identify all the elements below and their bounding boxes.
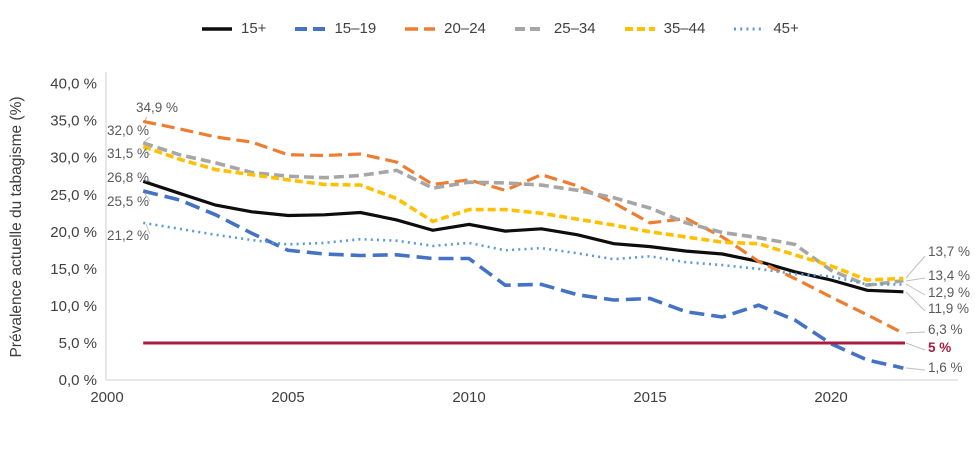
- y-axis-title: Prévalence actuelle du tabagisme (%): [8, 96, 25, 357]
- legend-item-45plus: 45+: [734, 20, 799, 37]
- series-line-35-44: [142, 144, 904, 282]
- series-line-20-24: [142, 119, 905, 335]
- leader-line: [143, 136, 151, 143]
- series-line-15-19: [142, 189, 904, 370]
- legend-swatch-25-34: [514, 26, 545, 31]
- start-value-label-20-24: 34,9 %: [136, 100, 178, 115]
- end-value-label-20-24: 6,3 %: [928, 322, 963, 337]
- y-tick-20: 20,0 %: [50, 224, 97, 241]
- y-tick-35: 35,0 %: [50, 113, 97, 130]
- legend-label-45plus: 45+: [773, 20, 799, 37]
- leader-line: [143, 191, 151, 202]
- axis-and-annotation-labels: 0,0 % 5,0 % 10,0 % 15,0 % 20,0 % 25,0 % 30,0 %…: [50, 76, 970, 406]
- y-tick-5: 5,0 %: [59, 335, 97, 352]
- end-value-label-15plus: 11,9 %: [928, 301, 969, 316]
- leader-line: [905, 291, 926, 312]
- start-value-label-45plus: 21,2 %: [107, 228, 149, 243]
- legend-item-15plus: 15+: [202, 20, 266, 37]
- legend-item-20-24: 20–24: [405, 20, 486, 37]
- leader-line: [905, 342, 926, 351]
- axes: [105, 72, 958, 381]
- legend-item-15-19: 15–19: [295, 20, 376, 37]
- x-tick-2010: 2010: [452, 389, 485, 406]
- x-tick-2000: 2000: [90, 389, 123, 406]
- series-line-45plus: [142, 221, 904, 286]
- leader-line: [905, 367, 926, 371]
- y-tick-0: 0,0 %: [59, 372, 97, 389]
- annotation-leader-lines: [143, 116, 926, 371]
- x-tick-2005: 2005: [271, 389, 304, 406]
- start-value-label-15plus: 26,8 %: [107, 170, 149, 185]
- start-value-label-15-19: 25,5 %: [107, 194, 149, 209]
- leader-line: [905, 331, 926, 334]
- x-tick-2015: 2015: [633, 389, 666, 406]
- legend-item-35-44: 35–44: [624, 20, 706, 37]
- end-value-label-15-19: 1,6 %: [928, 360, 963, 375]
- series-lines: [142, 119, 905, 370]
- chart-legend: 15+ 15–19 20–24 25–34 35–44 45+: [202, 20, 828, 37]
- series-line-15plus: [142, 179, 904, 294]
- legend-swatch-15plus: [202, 26, 232, 31]
- end-value-label-35-44: 13,7 %: [928, 244, 970, 259]
- x-tick-2020: 2020: [814, 389, 847, 406]
- legend-label-20-24: 20–24: [444, 20, 486, 37]
- legend-swatch-35-44: [624, 26, 655, 31]
- legend-swatch-20-24: [405, 26, 436, 31]
- legend-swatch-45plus: [734, 27, 765, 30]
- y-tick-30: 30,0 %: [50, 150, 97, 167]
- leader-line: [905, 283, 926, 296]
- start-value-label-25-34: 32,0 %: [107, 123, 149, 138]
- legend-swatch-15-19: [295, 26, 326, 31]
- legend-label-25-34: 25–34: [553, 20, 596, 37]
- series-line-25-34: [142, 141, 904, 288]
- leader-line: [905, 277, 926, 282]
- legend-label-15-19: 15–19: [334, 20, 377, 37]
- leader-line: [143, 147, 151, 156]
- y-tick-40: 40,0 %: [50, 76, 97, 93]
- leader-line: [905, 255, 926, 279]
- leader-line: [145, 223, 151, 235]
- target-label: 5 %: [928, 340, 951, 355]
- legend-label-15plus: 15+: [241, 20, 267, 37]
- start-value-label-35-44: 31,5 %: [107, 146, 149, 161]
- y-tick-10: 10,0 %: [50, 298, 97, 315]
- y-tick-25: 25,0 %: [50, 187, 97, 204]
- y-tick-15: 15,0 %: [50, 261, 97, 278]
- legend-item-25-34: 25–34: [514, 20, 596, 37]
- end-value-label-25-34: 13,4 %: [928, 268, 970, 283]
- end-value-label-45plus: 12,9 %: [928, 285, 970, 300]
- legend-label-35-44: 35–44: [663, 20, 706, 37]
